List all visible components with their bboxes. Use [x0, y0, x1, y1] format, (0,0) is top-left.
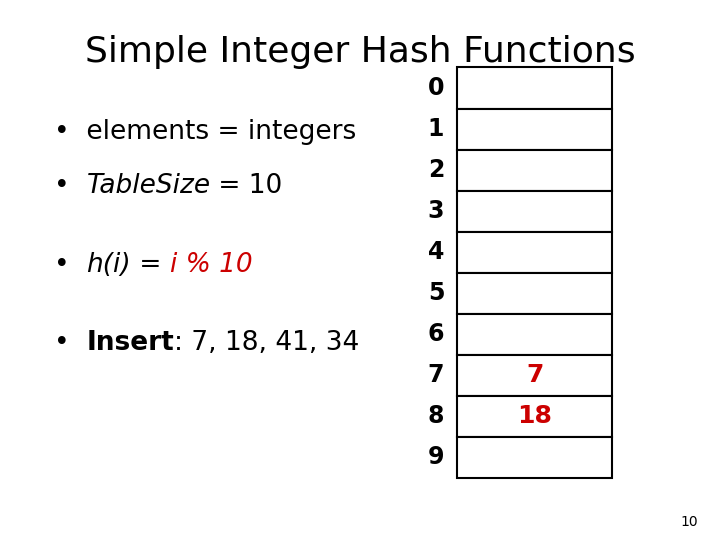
Text: 3: 3	[428, 199, 444, 223]
Text: =: =	[131, 252, 170, 278]
Text: TableSize: TableSize	[86, 173, 210, 199]
Text: 10: 10	[681, 515, 698, 529]
Text: 9: 9	[428, 446, 444, 469]
Text: 7: 7	[428, 363, 444, 387]
Text: 0: 0	[428, 76, 444, 100]
Text: 6: 6	[428, 322, 444, 346]
Text: = 10: = 10	[210, 173, 283, 199]
Text: 2: 2	[428, 158, 444, 182]
Text: Insert: Insert	[86, 330, 174, 356]
Text: h(i): h(i)	[86, 252, 131, 278]
Text: •: •	[54, 252, 86, 278]
Text: 7: 7	[526, 363, 544, 387]
Text: : 7, 18, 41, 34: : 7, 18, 41, 34	[174, 330, 359, 356]
Text: •  elements = integers: • elements = integers	[54, 119, 356, 145]
Text: 5: 5	[428, 281, 444, 305]
Text: Simple Integer Hash Functions: Simple Integer Hash Functions	[85, 35, 635, 69]
Text: •: •	[54, 330, 86, 356]
Text: 18: 18	[517, 404, 552, 428]
Text: 4: 4	[428, 240, 444, 264]
Text: i % 10: i % 10	[170, 252, 253, 278]
Text: 1: 1	[428, 117, 444, 141]
Text: •: •	[54, 173, 86, 199]
Text: 8: 8	[428, 404, 444, 428]
